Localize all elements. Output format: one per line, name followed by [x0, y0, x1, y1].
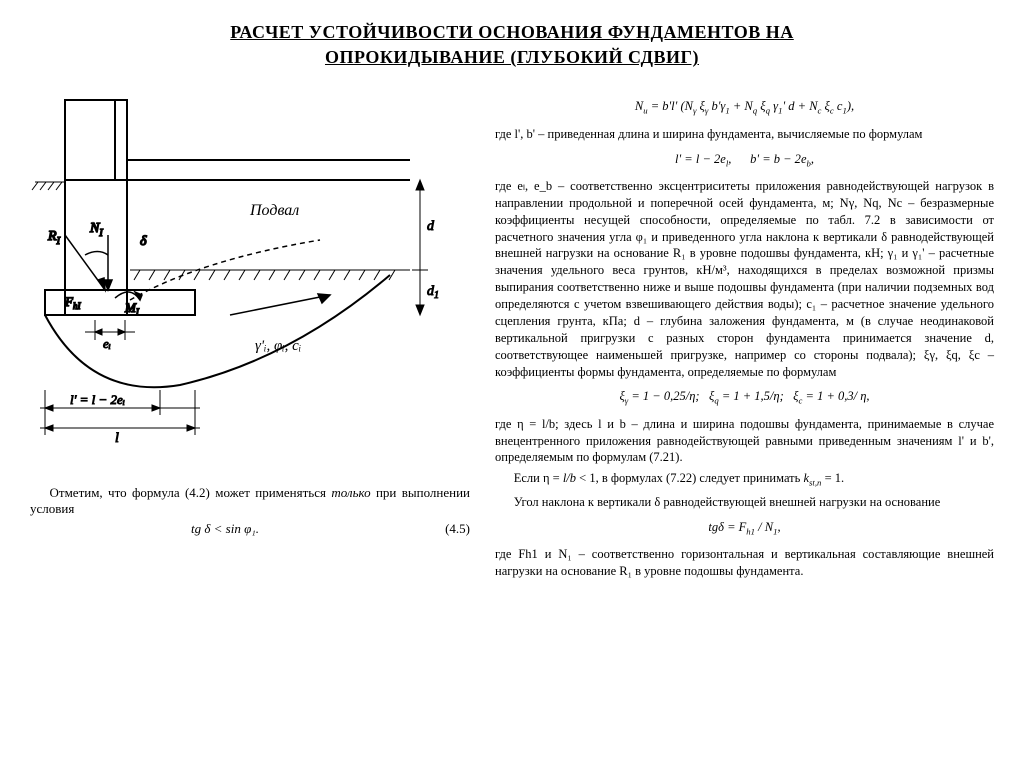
- svg-text:eᵢ: eᵢ: [103, 336, 111, 351]
- svg-text:MI: MI: [124, 300, 140, 317]
- right-para-3: где η = l/b; здесь l и b – длина и ширин…: [495, 416, 994, 467]
- formula-4-5: tg δ < sin φ₁.: [30, 521, 420, 537]
- left-formula: tg δ < sin φ₁. (4.5): [30, 521, 470, 537]
- content-columns: Подвал: [30, 90, 994, 583]
- title-line-2: ОПРОКИДЫВАНИЕ (ГЛУБОКИЙ СДВИГ): [325, 47, 699, 67]
- page-title: РАСЧЕТ УСТОЙЧИВОСТИ ОСНОВАНИЯ ФУНДАМЕНТО…: [30, 20, 994, 70]
- svg-text:FhI: FhI: [64, 294, 81, 311]
- svg-text:RI: RI: [47, 229, 61, 247]
- svg-text:δ: δ: [140, 234, 147, 249]
- svg-text:l: l: [115, 431, 119, 446]
- label-soil-params: γ'ᵢ, φᵢ, cᵢ: [255, 338, 301, 354]
- formula-tgd: tgδ = Fh1 / N1,: [495, 519, 994, 538]
- title-line-1: РАСЧЕТ УСТОЙЧИВОСТИ ОСНОВАНИЯ ФУНДАМЕНТО…: [230, 22, 794, 42]
- formula-nu: Nu = b'l' (Nγ ξγ b'γ1 + Nq ξq γ1' d + Nc…: [495, 98, 994, 117]
- right-para-4: Если η = l/b < 1, в формулах (7.22) след…: [495, 470, 994, 489]
- diagram-svg: Подвал: [30, 90, 450, 450]
- formula-4-5-num: (4.5): [420, 521, 470, 537]
- svg-text:NI: NI: [89, 221, 103, 239]
- left-para-1: Отметим, что формула (4.2) может применя…: [30, 485, 470, 517]
- right-para-1: где l', b' – приведенная длина и ширина …: [495, 126, 994, 143]
- right-column: Nu = b'l' (Nγ ξγ b'γ1 + Nq ξq γ1' d + Nc…: [495, 90, 994, 583]
- formula-xi: ξγ = 1 − 0,25/η; ξq = 1 + 1,5/η; ξc = 1 …: [495, 388, 994, 407]
- svg-text:d: d: [427, 219, 435, 234]
- right-para-5: Угол наклона к вертикали δ равнодействую…: [495, 494, 994, 511]
- left-column: Подвал: [30, 90, 470, 583]
- svg-text:l' = l − 2eᵢ: l' = l − 2eᵢ: [70, 392, 125, 407]
- label-podval: Подвал: [249, 202, 299, 219]
- formula-lb: l' = l − 2el, b' = b − 2eb,: [495, 151, 994, 170]
- right-para-6: где Fh1 и N₁ – соответственно горизонтал…: [495, 546, 994, 580]
- foundation-diagram: Подвал: [30, 90, 450, 450]
- right-para-2: где eₗ, e_b – соответственно эксцентриси…: [495, 178, 994, 381]
- svg-text:d1: d1: [427, 284, 439, 301]
